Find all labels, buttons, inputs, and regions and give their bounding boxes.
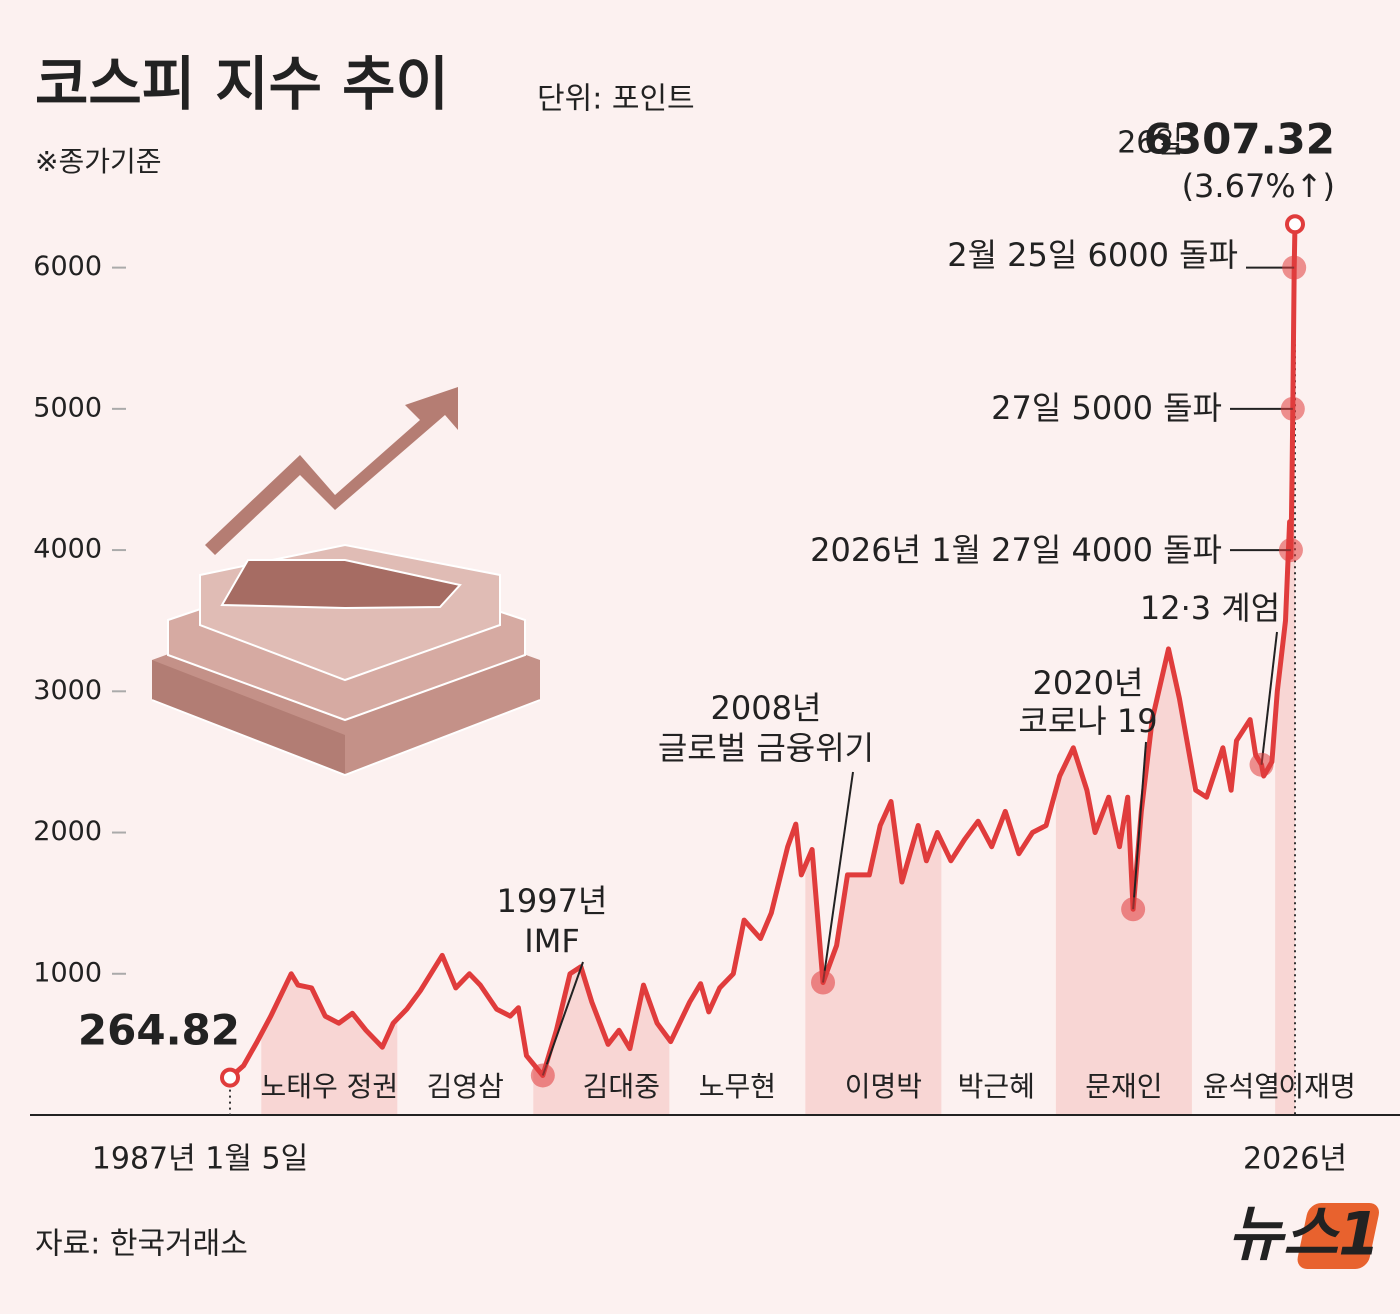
prism-hole — [220, 559, 462, 610]
period-label: 노태우 정권 — [260, 1070, 398, 1103]
event-marker — [530, 1063, 555, 1088]
end-change-label: (3.67%↑) — [1182, 167, 1335, 205]
pictogram — [151, 387, 541, 777]
period-label: 박근혜 — [958, 1070, 1035, 1103]
prism-edge — [151, 699, 541, 777]
leader — [541, 961, 584, 1076]
end-value-label: 6307.32 — [1144, 115, 1335, 164]
period-label: 노무현 — [699, 1070, 776, 1103]
logo: 뉴스1 — [1228, 1200, 1380, 1270]
leader — [1260, 631, 1278, 765]
end-day-label: 26일 — [1117, 126, 1183, 161]
y-tick-label: 4000 — [33, 534, 102, 565]
period-label: 김대중 — [583, 1070, 660, 1103]
event-marker — [1121, 897, 1146, 922]
source: 자료: 한국거래소 — [35, 1227, 248, 1262]
x-tick-label: 1987년 1월 5일 — [92, 1142, 308, 1177]
index-line — [228, 224, 1298, 1080]
event-marker — [1280, 396, 1305, 421]
event-marker — [1249, 752, 1274, 777]
event-marker — [1278, 538, 1303, 563]
annotation-text: 2008년 — [711, 689, 822, 727]
period-band — [533, 224, 670, 1115]
annotation-text: 12·3 계엄 — [1140, 589, 1280, 627]
end-point — [1285, 214, 1305, 235]
start-value-label: 264.82 — [78, 1006, 240, 1055]
period-label: 이명박 — [845, 1070, 922, 1103]
period-label: 윤석열 — [1203, 1070, 1280, 1103]
y-tick-label: 6000 — [33, 251, 102, 282]
annotation-text: 글로벌 금융위기 — [658, 729, 874, 767]
logo-text: 뉴스1 — [1228, 1200, 1380, 1270]
prism-side — [152, 660, 345, 775]
annotation-text: 코로나 19 — [1018, 702, 1157, 740]
event-marker — [811, 970, 836, 995]
period-label: 이재명 — [1278, 1070, 1355, 1103]
x-tick-label: 2026년 — [1243, 1142, 1347, 1177]
start-point — [220, 1067, 240, 1088]
chart-title: 코스피 지수 추이 — [35, 50, 449, 118]
annotation-text: 2월 25일 6000 돌파 — [947, 236, 1238, 274]
logo-badge — [1297, 1203, 1380, 1269]
y-tick-label: 1000 — [33, 957, 102, 988]
y-tick-label: 2000 — [33, 816, 102, 847]
period-label: 문재인 — [1085, 1070, 1162, 1103]
note: ※종가기준 — [35, 145, 162, 178]
arrow-icon — [205, 387, 458, 555]
annotation-text: 2026년 1월 27일 4000 돌파 — [810, 531, 1222, 569]
unit-label: 단위: 포인트 — [537, 82, 695, 117]
annotation-text: 2020년 — [1033, 664, 1144, 702]
event-marker — [1282, 255, 1307, 280]
annotation-text: 27일 5000 돌파 — [991, 389, 1222, 427]
annotation-text: 1997년 — [497, 882, 608, 920]
y-tick-label: 3000 — [33, 675, 102, 706]
annotation-text: IMF — [524, 922, 579, 960]
period-label: 김영삼 — [427, 1070, 504, 1103]
leader — [822, 771, 854, 983]
y-tick-label: 5000 — [33, 392, 102, 423]
leader — [1132, 741, 1147, 910]
